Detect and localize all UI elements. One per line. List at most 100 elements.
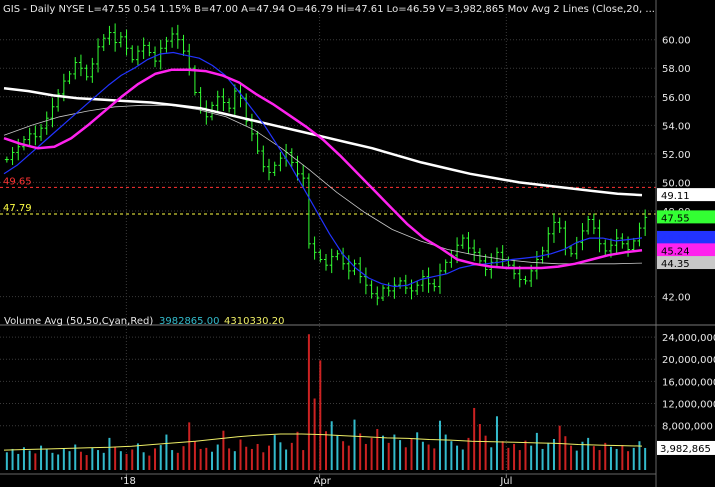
price-bar xyxy=(272,161,277,177)
price-bar xyxy=(580,223,585,251)
price-bar xyxy=(278,152,283,172)
price-bar xyxy=(67,70,72,85)
price-bar xyxy=(44,111,49,135)
price-bar xyxy=(586,215,591,235)
price-tick-label: 50.00 xyxy=(662,178,691,189)
reference-line-label: 49.65 xyxy=(3,176,32,187)
price-bar xyxy=(312,236,317,260)
price-bar xyxy=(363,267,368,295)
price-bar xyxy=(597,219,602,253)
price-bar xyxy=(124,29,129,56)
price-bar xyxy=(107,25,112,45)
price-bar xyxy=(375,286,380,306)
chart-header: GIS - Daily NYSE L=47.55 0.54 1.15% B=47… xyxy=(3,4,655,15)
price-bar xyxy=(517,265,522,288)
volume-tick-label: 20,000,000 xyxy=(662,355,715,366)
price-bar xyxy=(620,233,625,249)
price-bar xyxy=(426,267,431,293)
price-bar xyxy=(512,259,517,280)
price-bar xyxy=(101,34,106,52)
price-bar xyxy=(147,41,152,57)
price-bar xyxy=(10,146,15,166)
price-bar xyxy=(267,158,272,181)
svg-text:49.11: 49.11 xyxy=(661,191,690,202)
price-tick-label: 60.00 xyxy=(662,36,691,47)
volume-tick-label: 8,000,000 xyxy=(662,422,713,433)
price-bar xyxy=(614,228,619,255)
price-bar xyxy=(130,45,135,63)
volume-tick-label: 16,000,000 xyxy=(662,377,715,388)
price-bar xyxy=(460,234,465,249)
date-tick-label: Jul xyxy=(499,476,512,487)
price-bar xyxy=(227,98,232,113)
price-bar xyxy=(232,84,237,115)
price-bar xyxy=(301,164,306,188)
price-bar xyxy=(306,173,311,249)
price-bar xyxy=(369,280,374,299)
reference-lines: 49.65 47.79 xyxy=(0,176,656,215)
price-bar xyxy=(295,155,300,181)
date-axis: '18 Apr Jul xyxy=(0,473,656,487)
volume-value-tag: 3,982,865 xyxy=(657,440,715,455)
price-bar xyxy=(73,57,78,80)
price-bar xyxy=(4,156,9,163)
price-bar xyxy=(261,145,266,173)
price-bar xyxy=(84,64,89,81)
price-bar xyxy=(551,213,556,243)
price-bar xyxy=(398,277,403,289)
price-bar xyxy=(335,250,340,261)
ma20-blue-line xyxy=(3,51,643,288)
price-bar xyxy=(403,274,408,295)
ma50-magenta-line xyxy=(3,68,643,270)
price-bar xyxy=(591,213,596,235)
reference-line-label: 47.79 xyxy=(3,203,32,214)
price-bar xyxy=(255,130,260,155)
price-bar xyxy=(358,257,363,284)
price-bar xyxy=(118,32,123,48)
price-bar xyxy=(164,36,169,53)
price-bar xyxy=(346,255,351,280)
volume-avg1-value: 3982865.00 xyxy=(159,316,219,327)
price-bar xyxy=(318,249,323,263)
price-bar xyxy=(221,88,226,111)
price-bar xyxy=(50,97,55,128)
price-bars xyxy=(4,23,648,306)
volume-avg-line xyxy=(3,433,643,451)
price-tick-label: 54.00 xyxy=(662,121,691,132)
svg-text:44.35: 44.35 xyxy=(661,259,690,270)
price-bar xyxy=(437,263,442,294)
volume-axis: 24,000,000 20,000,000 16,000,000 12,000,000… xyxy=(662,333,715,433)
price-bar xyxy=(472,239,477,261)
price-bar xyxy=(415,280,420,296)
price-bar xyxy=(329,248,334,274)
price-bar xyxy=(466,232,471,255)
volume-tick-label: 12,000,000 xyxy=(662,400,715,411)
price-bar xyxy=(637,222,642,247)
volume-header-label: Volume Avg (50,50,Cyan,Red) xyxy=(4,316,153,327)
price-bar xyxy=(21,135,26,151)
svg-text:3,982,865: 3,982,865 xyxy=(660,444,711,455)
price-bar xyxy=(477,248,482,266)
volume-average-line xyxy=(3,433,643,451)
price-tick-label: 42.00 xyxy=(662,293,691,304)
price-bar xyxy=(181,34,186,56)
price-bar xyxy=(215,90,220,112)
price-bar xyxy=(289,148,294,167)
value-tag: 47.55 xyxy=(657,210,715,224)
volume-bars xyxy=(5,334,647,470)
price-bar xyxy=(141,37,146,59)
moving-average-lines xyxy=(3,51,643,288)
price-bar xyxy=(113,23,118,52)
price-bar xyxy=(39,123,44,141)
svg-text:47.55: 47.55 xyxy=(661,213,690,224)
price-bar xyxy=(78,54,83,77)
svg-text:45.24: 45.24 xyxy=(661,246,690,257)
price-bar xyxy=(56,89,61,112)
grid-lines xyxy=(0,14,656,474)
price-bar xyxy=(170,27,175,48)
price-bar xyxy=(603,239,608,256)
price-bar xyxy=(432,278,437,292)
volume-tick-label: 24,000,000 xyxy=(662,333,715,344)
